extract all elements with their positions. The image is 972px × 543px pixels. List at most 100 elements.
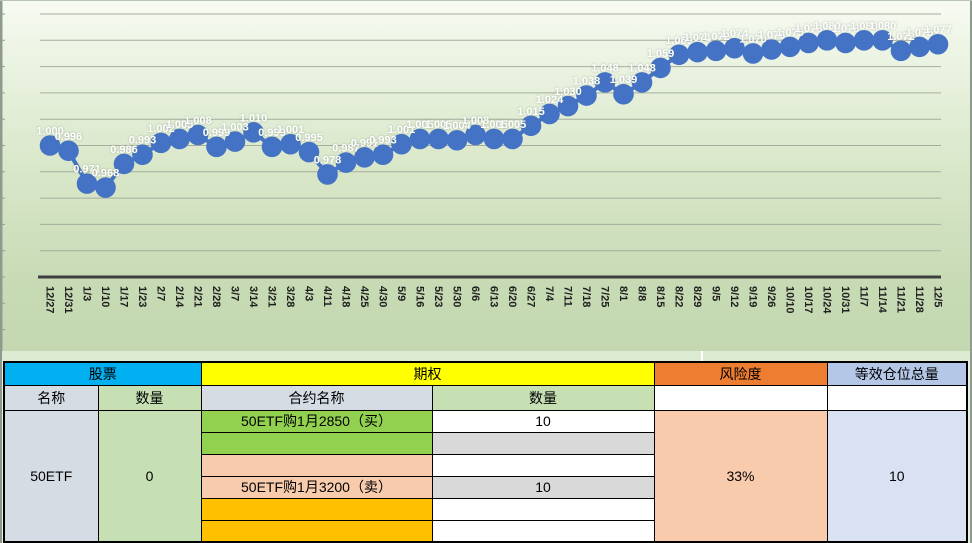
data-point-marker xyxy=(280,133,301,155)
x-tick-label: 4/25 xyxy=(358,286,370,307)
data-point-marker xyxy=(132,144,153,166)
x-tick-label: 11/14 xyxy=(876,286,888,314)
data-point-marker xyxy=(539,103,560,125)
x-tick-label: 3/28 xyxy=(284,286,296,307)
stock-quantity-cell[interactable]: 0 xyxy=(97,409,202,543)
data-point-label: 1.077 xyxy=(924,24,952,36)
data-point-label: 1.005 xyxy=(406,119,434,131)
equivalent-value-cell[interactable]: 10 xyxy=(826,409,968,543)
contract-row-1-name[interactable]: 50ETF购1月2850（买） xyxy=(200,409,433,433)
data-point-label: 1.078 xyxy=(795,23,823,35)
x-tick-label: 4/30 xyxy=(376,286,388,307)
data-point-marker xyxy=(872,30,893,51)
chart-canvas: 12/27 12/31 1/3 1/10 1/17 1/23 2/7 2/14 2/21 2/28… xyxy=(0,0,952,351)
data-point-marker xyxy=(354,147,375,168)
data-point-label: 0.993 xyxy=(129,135,157,147)
data-point-label: 1.039 xyxy=(610,74,638,86)
data-point-label: 1.005 xyxy=(499,119,527,131)
data-point-label: 1.072 xyxy=(702,31,730,43)
contract-name-subheader-cell[interactable]: 合约名称 xyxy=(200,384,433,411)
data-point-label: 1.048 xyxy=(591,62,619,74)
contract-row-6-name[interactable] xyxy=(200,519,433,543)
data-point-label: 1.024 xyxy=(536,94,564,106)
x-tick-label: 4/3 xyxy=(302,286,314,301)
data-point-label: 1.030 xyxy=(554,86,582,98)
data-point-label: 1.005 xyxy=(166,119,194,131)
contract-row-4-name[interactable]: 50ETF购1月3200（卖） xyxy=(200,475,433,499)
data-point-marker xyxy=(687,41,708,63)
data-point-marker xyxy=(95,177,116,198)
risk-value-cell[interactable]: 33% xyxy=(653,409,828,543)
data-point-marker xyxy=(668,44,690,66)
x-tick-label: 3/7 xyxy=(228,286,240,301)
sheet-row-strip xyxy=(0,351,972,361)
x-tick-label: 11/28 xyxy=(913,286,925,313)
equivalent-header-cell[interactable]: 等效仓位总量 xyxy=(826,361,968,386)
window-border-left xyxy=(0,0,2,543)
cell-gridline xyxy=(701,351,703,361)
data-point-label: 1.010 xyxy=(240,112,268,124)
window-border-top xyxy=(0,0,972,1)
data-point-marker xyxy=(150,132,172,154)
contract-row-3-name[interactable] xyxy=(200,453,433,477)
option-header-cell[interactable]: 期权 xyxy=(200,361,655,386)
x-tick-label: 1/23 xyxy=(136,286,148,307)
data-point-label: 1.071 xyxy=(684,32,712,44)
data-point-marker xyxy=(298,141,320,163)
stock-name-cell[interactable]: 50ETF xyxy=(3,409,99,543)
data-point-marker xyxy=(613,83,634,105)
data-point-label: 1.005 xyxy=(480,119,508,131)
x-tick-label: 7/11 xyxy=(561,286,573,307)
stock-qty-subheader-cell[interactable]: 数量 xyxy=(97,384,202,411)
data-point-marker xyxy=(761,39,782,60)
contract-row-1-qty[interactable]: 10 xyxy=(431,409,655,433)
contract-row-5-qty[interactable] xyxy=(431,497,655,521)
data-point-marker xyxy=(335,152,357,173)
x-tick-label: 2/21 xyxy=(191,286,203,307)
x-tick-label: 10/10 xyxy=(783,286,795,314)
data-point-label: 1.074 xyxy=(721,28,749,40)
x-tick-label: 5/16 xyxy=(413,286,425,307)
x-tick-label: 6/20 xyxy=(506,286,518,307)
data-point-marker xyxy=(169,128,190,150)
x-tick-label: 10/24 xyxy=(820,286,832,314)
x-tick-label: 9/12 xyxy=(728,286,740,307)
contract-row-4-qty[interactable]: 10 xyxy=(431,475,655,499)
x-tick-label: 11/7 xyxy=(857,286,869,307)
name-subheader-cell[interactable]: 名称 xyxy=(3,384,99,411)
x-tick-label: 6/13 xyxy=(487,286,499,307)
data-point-marker xyxy=(705,40,727,62)
contract-row-5-name[interactable] xyxy=(200,497,433,521)
risk-blank-cell[interactable] xyxy=(653,384,828,411)
data-point-marker xyxy=(835,32,856,54)
equivalent-blank-cell[interactable] xyxy=(826,384,968,411)
x-tick-label: 9/5 xyxy=(709,286,721,301)
contract-row-2-qty[interactable] xyxy=(431,431,655,455)
data-point-label: 1.075 xyxy=(776,27,804,39)
data-point-label: 0.991 xyxy=(351,137,379,149)
risk-header-cell[interactable]: 风险度 xyxy=(653,361,828,386)
data-point-marker xyxy=(909,36,930,58)
portfolio-line-chart[interactable]: 12/27 12/31 1/3 1/10 1/17 1/23 2/7 2/14 2/21 2/28… xyxy=(0,0,972,351)
contract-row-6-qty[interactable] xyxy=(431,519,655,543)
x-tick-label: 11/21 xyxy=(894,286,906,313)
data-point-label: 1.059 xyxy=(647,48,675,60)
data-point-marker xyxy=(39,135,61,156)
option-qty-subheader-cell[interactable]: 数量 xyxy=(431,384,655,411)
contract-row-3-qty[interactable] xyxy=(431,453,655,477)
x-tick-label: 10/31 xyxy=(839,286,851,314)
data-point-marker xyxy=(742,43,764,64)
data-point-label: 1.015 xyxy=(517,106,545,118)
x-tick-label: 12/31 xyxy=(62,286,74,314)
data-point-label: 1.073 xyxy=(758,30,786,42)
x-tick-label: 6/27 xyxy=(524,286,536,307)
data-point-label: 0.995 xyxy=(295,132,323,144)
x-tick-label: 3/21 xyxy=(265,286,277,307)
data-point-label: 1.048 xyxy=(628,62,656,74)
data-point-marker xyxy=(206,136,227,158)
data-point-marker xyxy=(557,95,579,117)
contract-row-2-name[interactable] xyxy=(200,431,433,455)
stock-header-cell[interactable]: 股票 xyxy=(3,361,202,386)
data-point-marker xyxy=(483,128,505,150)
